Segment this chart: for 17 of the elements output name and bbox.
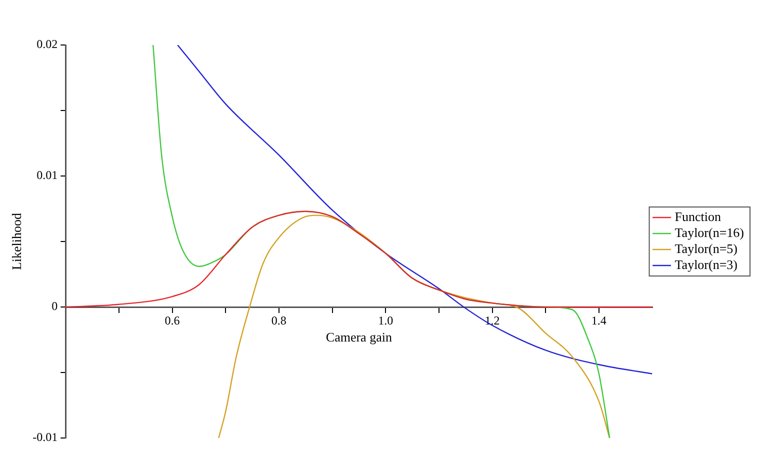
line-series (66, 210, 652, 308)
x-axis-title: Camera gain (326, 330, 392, 345)
y-axis-title: Likelihood (9, 212, 24, 270)
legend-label: Taylor(n=16) (674, 224, 744, 240)
y-tick-label: 0.01 (36, 168, 58, 182)
legend-label: Taylor(n=5) (674, 240, 738, 256)
line-series (218, 214, 610, 438)
x-tick-label: 1.0 (378, 313, 394, 328)
x-tick-label: 0.6 (164, 313, 180, 328)
y-tick-label: 0.02 (36, 37, 58, 52)
x-tick-label: 0.8 (271, 313, 286, 328)
x-tick-label: 1.4 (591, 313, 606, 328)
y-tick-label: 0 (52, 299, 58, 314)
x-tick-label: 1.2 (484, 313, 500, 328)
y-tick-label: -0.01 (32, 430, 58, 444)
legend-label: Taylor(n=3) (674, 256, 738, 272)
legend-label: Function (674, 208, 722, 224)
